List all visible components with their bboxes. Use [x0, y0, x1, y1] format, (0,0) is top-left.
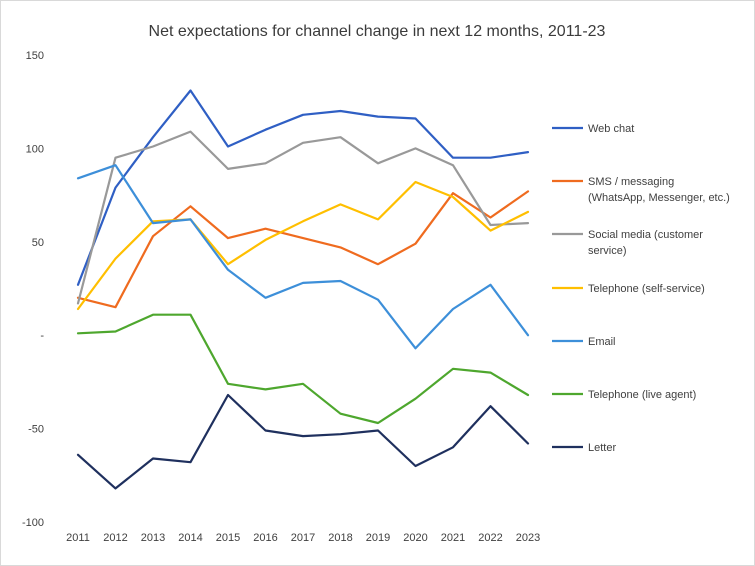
series-line-letter	[76, 393, 530, 490]
legend-label-line: Letter	[588, 442, 616, 454]
x-tick-label: 2023	[516, 532, 540, 544]
series-line-telephone-live-agent	[76, 313, 530, 425]
x-tick-label: 2017	[291, 532, 315, 544]
x-tick-label: 2012	[103, 532, 127, 544]
y-tick-label: 50	[32, 237, 44, 249]
legend-label: Web chat	[588, 123, 634, 135]
legend-label-line: SMS / messaging	[588, 176, 674, 188]
x-tick-label: 2021	[441, 532, 465, 544]
legend-label: Telephone (self-service)	[588, 283, 705, 295]
legend-label: Letter	[588, 442, 616, 454]
x-tick-label: 2016	[253, 532, 277, 544]
y-tick-label: -50	[28, 424, 44, 436]
x-axis-tick-labels: 2011 2012 2013 2014 2015 2016 2017 2018 2019 2020…	[66, 532, 540, 544]
y-tick-label: -	[40, 330, 44, 342]
legend-label-line: Email	[588, 336, 616, 348]
legend-label-line: service)	[588, 245, 627, 257]
series-line-sms-messaging-whatsapp-messenger-etc	[76, 190, 530, 309]
legend-label-line: Telephone (self-service)	[588, 283, 705, 295]
series-line-social-media-customer-service	[76, 130, 530, 305]
x-tick-label: 2022	[478, 532, 502, 544]
legend-label-line: Telephone (live agent)	[588, 389, 696, 401]
legend-label-line: (WhatsApp, Messenger, etc.)	[588, 192, 730, 204]
x-tick-label: 2015	[216, 532, 240, 544]
x-tick-label: 2014	[178, 532, 202, 544]
legend-label: Social media (customer service)	[588, 229, 703, 257]
y-axis-tick-labels: 150 100 50 - -50 -100	[22, 50, 44, 529]
legend: Web chat SMS / messaging (WhatsApp, Messen…	[552, 123, 730, 454]
legend-label-line: Web chat	[588, 123, 634, 135]
y-tick-label: 150	[26, 50, 44, 62]
legend-label: Email	[588, 336, 616, 348]
x-tick-label: 2013	[141, 532, 165, 544]
legend-label: Telephone (live agent)	[588, 389, 696, 401]
x-tick-label: 2020	[403, 532, 427, 544]
legend-label-line: Social media (customer	[588, 229, 703, 241]
x-tick-label: 2018	[328, 532, 352, 544]
x-tick-label: 2011	[66, 532, 90, 544]
series-line-web-chat	[76, 89, 530, 286]
chart-title: Net expectations for channel change in n…	[149, 23, 606, 40]
series-line-email	[76, 164, 530, 350]
legend-label: SMS / messaging (WhatsApp, Messenger, etc…	[588, 176, 730, 204]
y-tick-label: -100	[22, 517, 44, 529]
x-tick-label: 2019	[366, 532, 390, 544]
y-tick-label: 100	[26, 143, 44, 155]
series-lines	[76, 89, 530, 490]
